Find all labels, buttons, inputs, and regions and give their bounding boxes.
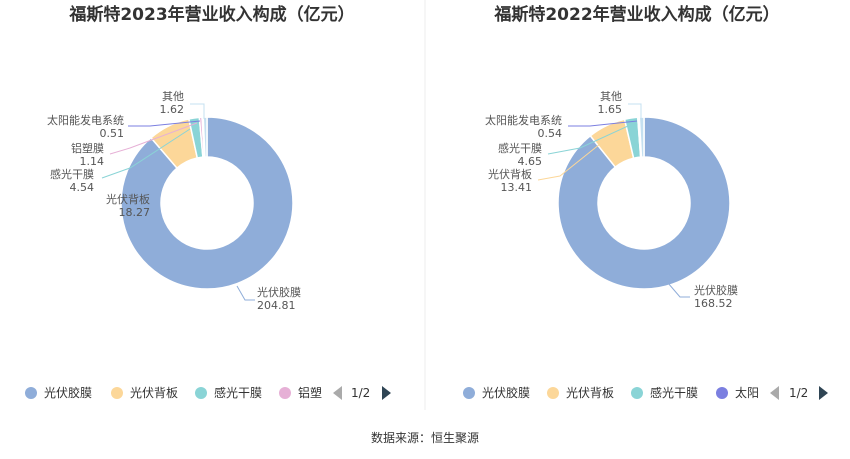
legend-item[interactable]: 光伏背板 bbox=[547, 386, 614, 400]
legend-item[interactable]: 感光干膜 bbox=[631, 385, 698, 400]
legend-next-arrow-icon[interactable] bbox=[819, 386, 828, 400]
leader-line bbox=[190, 103, 205, 119]
legend-label: 光伏胶膜 bbox=[44, 385, 92, 400]
leader-line bbox=[128, 120, 201, 127]
legend-swatch bbox=[279, 387, 291, 399]
slice-label-value: 1.14 bbox=[80, 155, 105, 168]
leader-line bbox=[109, 122, 198, 155]
legend-label: 感光干膜 bbox=[650, 385, 698, 400]
legend-item[interactable]: 光伏胶膜 bbox=[25, 385, 92, 400]
legend-swatch bbox=[111, 387, 123, 399]
leader-line bbox=[236, 285, 255, 301]
legend-label: 光伏背板 bbox=[130, 386, 178, 400]
legend-page-indicator: 1/2 bbox=[351, 386, 370, 400]
slice-label-value: 1.65 bbox=[598, 103, 623, 116]
legend-label: 光伏背板 bbox=[566, 386, 614, 400]
slice-label-name: 其他 bbox=[600, 90, 622, 103]
slice-label-name: 光伏胶膜 bbox=[694, 283, 738, 297]
donut-chart-2022 bbox=[557, 116, 731, 290]
legend-item[interactable]: 光伏胶膜 bbox=[463, 385, 530, 400]
slice-label-value: 1.62 bbox=[160, 103, 185, 116]
legend-page-indicator: 1/2 bbox=[789, 386, 808, 400]
slice-label-name: 太阳能发电系统 bbox=[47, 113, 124, 127]
slice-label-value: 0.54 bbox=[538, 127, 563, 140]
legend-2023: 光伏胶膜 光伏背板 感光干膜 铝塑 1/2 bbox=[25, 385, 391, 400]
slice-label-value: 4.54 bbox=[70, 181, 95, 194]
legend-swatch bbox=[195, 387, 207, 399]
leader-line bbox=[628, 103, 642, 119]
slice-label-name: 光伏背板 bbox=[488, 167, 532, 181]
legend-label: 太阳 bbox=[735, 385, 759, 400]
slice-label-value: 0.51 bbox=[100, 127, 125, 140]
slice-label-value: 204.81 bbox=[257, 299, 296, 312]
legend-item[interactable]: 铝塑 bbox=[279, 385, 322, 400]
legend-swatch bbox=[463, 387, 475, 399]
chart-title-2023: 福斯特2023年营业收入构成（亿元） bbox=[68, 4, 354, 25]
legend-item[interactable]: 光伏背板 bbox=[111, 386, 178, 400]
data-source: 数据来源：恒生聚源 bbox=[371, 430, 479, 445]
legend-swatch bbox=[716, 387, 728, 399]
slice-label-name: 铝塑膜 bbox=[71, 141, 104, 155]
leader-line bbox=[547, 125, 629, 155]
slice-label-value: 168.52 bbox=[694, 297, 733, 310]
legend-swatch bbox=[25, 387, 37, 399]
slice-label-name: 光伏胶膜 bbox=[257, 285, 301, 299]
legend-item[interactable]: 太阳 bbox=[716, 385, 759, 400]
legend-label: 感光干膜 bbox=[214, 385, 262, 400]
slice-label-value: 18.27 bbox=[119, 206, 151, 219]
slice-label-name: 光伏背板 bbox=[106, 192, 150, 206]
legend-label: 铝塑 bbox=[298, 385, 322, 400]
leader-line bbox=[568, 120, 638, 127]
leader-line bbox=[667, 282, 690, 298]
chart-title-2022: 福斯特2022年营业收入构成（亿元） bbox=[493, 4, 779, 25]
legend-prev-arrow-icon[interactable] bbox=[770, 386, 779, 400]
slice-labels-2022: 光伏胶膜 168.52 光伏背板 13.41 感光干膜 4.65 太阳能发电系统… bbox=[485, 90, 738, 310]
legend-swatch bbox=[631, 387, 643, 399]
leader-line bbox=[101, 128, 191, 179]
pie-slice-0[interactable] bbox=[557, 116, 731, 290]
slice-label-name: 太阳能发电系统 bbox=[485, 113, 562, 127]
legend-item[interactable]: 感光干膜 bbox=[195, 385, 262, 400]
legend-label: 光伏胶膜 bbox=[482, 385, 530, 400]
slice-label-value: 4.65 bbox=[518, 155, 543, 168]
slice-label-name: 其他 bbox=[162, 90, 184, 103]
legend-prev-arrow-icon[interactable] bbox=[333, 386, 342, 400]
legend-swatch bbox=[547, 387, 559, 399]
slice-labels-2023: 光伏胶膜 204.81 光伏背板 18.27 感光干膜 4.54 铝塑膜 1.1… bbox=[47, 90, 301, 312]
legend-2022: 光伏胶膜 光伏背板 感光干膜 太阳 1/2 bbox=[463, 385, 828, 400]
legend-next-arrow-icon[interactable] bbox=[382, 386, 391, 400]
donut-chart-2023 bbox=[120, 116, 294, 290]
slice-label-value: 13.41 bbox=[501, 181, 533, 194]
slice-label-name: 感光干膜 bbox=[50, 167, 94, 181]
leader-line bbox=[537, 135, 611, 181]
slice-label-name: 感光干膜 bbox=[498, 141, 542, 155]
pie-slice-0[interactable] bbox=[120, 116, 294, 290]
